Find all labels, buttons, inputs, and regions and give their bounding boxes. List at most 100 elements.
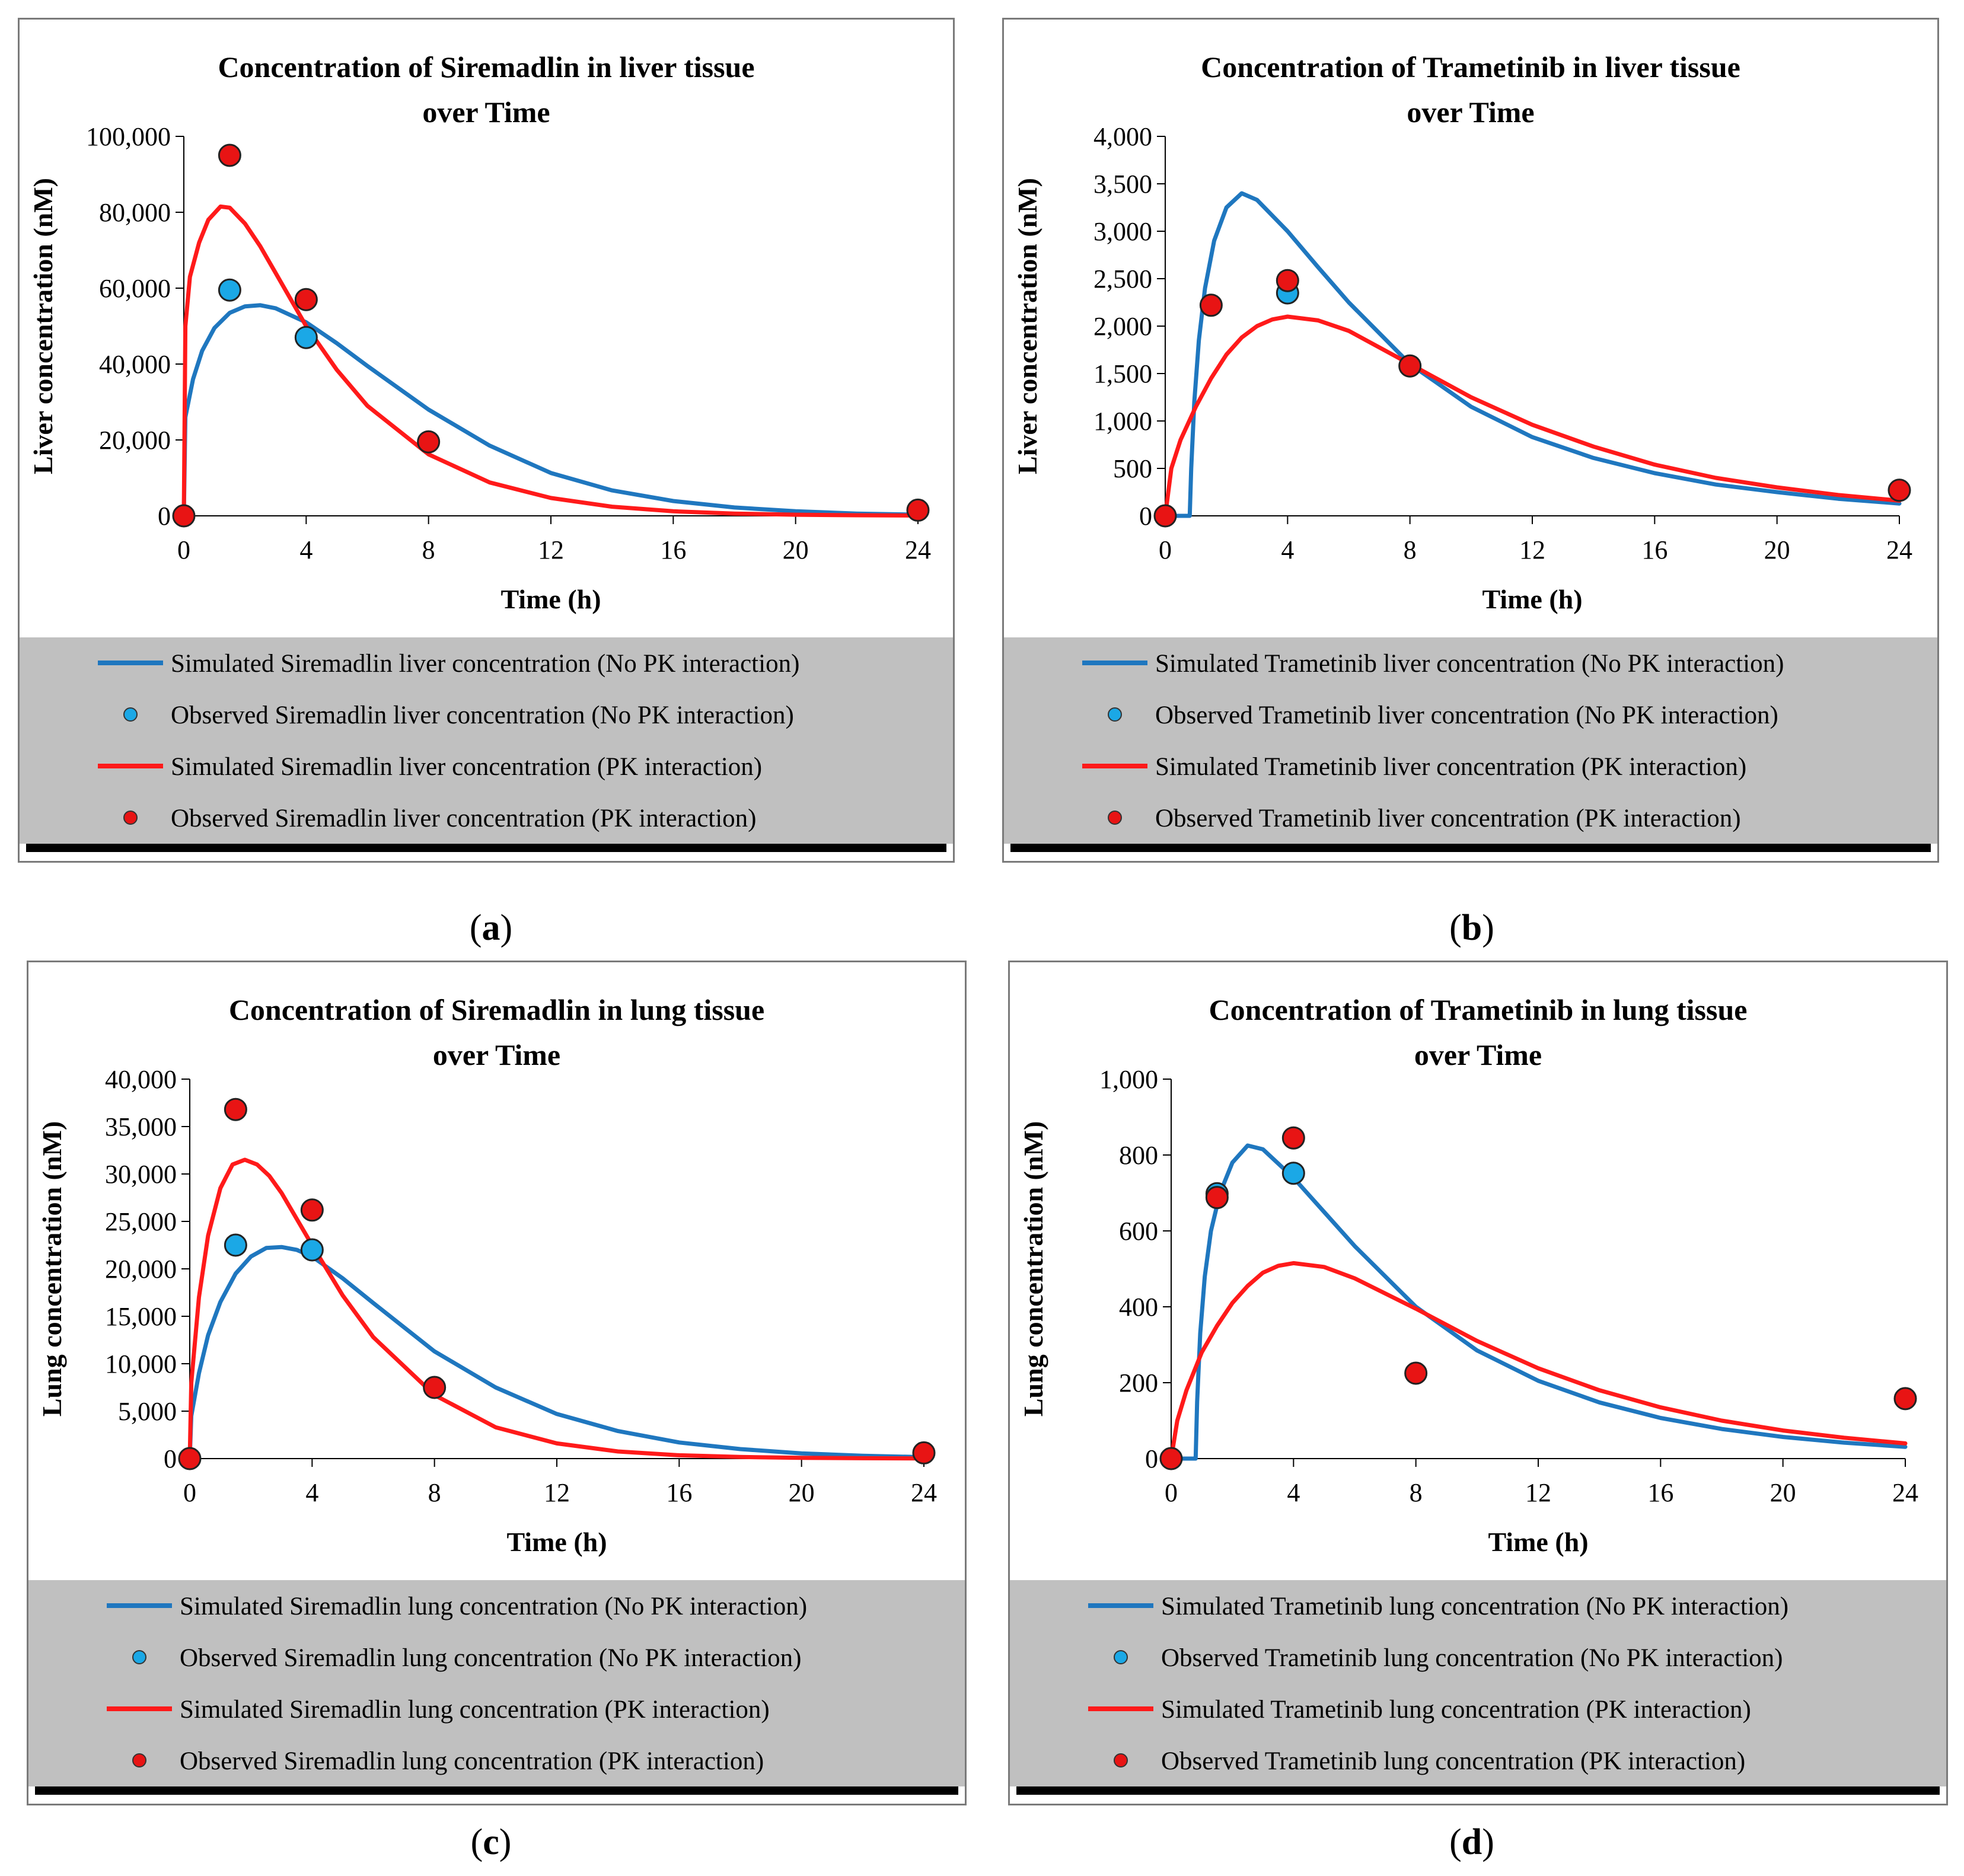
x-tick-label: 24 xyxy=(911,1478,937,1507)
caption-b: (b) xyxy=(1449,908,1494,948)
legend-label: Observed Trametinib liver concentration … xyxy=(1155,805,1741,832)
y-tick-label: 2,000 xyxy=(1093,312,1152,341)
x-axis-label: Time (h) xyxy=(1482,584,1582,614)
series-line-no-pk xyxy=(1163,191,1902,518)
observed-point-pk xyxy=(294,288,318,311)
legend-label: Simulated Trametinib liver concentration… xyxy=(1155,753,1746,781)
y-tick-label: 500 xyxy=(1113,454,1152,483)
chart-panel-c: Concentration of Siremadlin in lung tiss… xyxy=(27,961,967,1805)
legend-label: Simulated Siremadlin liver concentration… xyxy=(171,650,799,678)
x-tick-label: 12 xyxy=(1525,1478,1551,1507)
y-tick-label: 80,000 xyxy=(99,198,171,227)
y-tick-label: 600 xyxy=(1119,1217,1158,1246)
y-tick-label: 0 xyxy=(1139,502,1152,531)
observed-point-pk xyxy=(218,143,241,167)
x-tick-label: 16 xyxy=(666,1478,692,1507)
y-tick-label: 10,000 xyxy=(105,1349,177,1379)
y-tick-label: 1,500 xyxy=(1093,359,1152,388)
x-tick-label: 20 xyxy=(789,1478,815,1507)
x-tick-label: 4 xyxy=(1287,1478,1300,1507)
x-tick-label: 0 xyxy=(177,535,190,564)
observed-point-no-pk xyxy=(294,326,318,349)
x-tick-label: 20 xyxy=(1764,535,1790,564)
y-axis-label: Liver concentration (nM) xyxy=(28,178,58,474)
x-tick-label: 20 xyxy=(1770,1478,1796,1507)
legend-label: Simulated Siremadlin lung concentration … xyxy=(180,1593,807,1620)
y-tick-label: 3,500 xyxy=(1093,170,1152,199)
x-tick-label: 12 xyxy=(544,1478,570,1507)
caption-a: (a) xyxy=(469,908,513,948)
legend-swatch-marker xyxy=(1114,1650,1128,1664)
y-tick-label: 20,000 xyxy=(105,1255,177,1284)
series-line-no-pk xyxy=(181,303,920,518)
observed-point-no-pk xyxy=(300,1238,324,1262)
y-tick-label: 60,000 xyxy=(99,274,171,303)
legend-label: Observed Siremadlin liver concentration … xyxy=(171,805,757,832)
y-tick-label: 800 xyxy=(1119,1141,1158,1170)
legend-bottom-rule xyxy=(26,844,946,852)
chart-title-line2: over Time xyxy=(1407,95,1534,129)
x-tick-label: 0 xyxy=(1165,1478,1178,1507)
observed-point-pk xyxy=(1205,1186,1229,1210)
chart-title-line1: Concentration of Trametinib in lung tiss… xyxy=(1209,993,1748,1026)
chart-title-line2: over Time xyxy=(1414,1038,1542,1071)
legend-label: Observed Siremadlin lung concentration (… xyxy=(180,1747,764,1775)
legend-swatch-marker xyxy=(132,1650,146,1664)
legend-bottom-rule xyxy=(1010,844,1931,852)
y-tick-label: 4,000 xyxy=(1093,122,1152,151)
series-line-no-pk xyxy=(1169,1143,1908,1461)
series-line-pk xyxy=(1163,314,1902,518)
observed-point-pk xyxy=(1398,354,1422,378)
y-tick-label: 40,000 xyxy=(99,350,171,379)
observed-point-pk xyxy=(178,1447,202,1470)
series-line-pk xyxy=(1169,1261,1908,1461)
legend-label: Observed Siremadlin lung concentration (… xyxy=(180,1644,801,1672)
observed-point-pk xyxy=(224,1097,247,1121)
y-tick-label: 0 xyxy=(158,502,171,531)
x-axis-label: Time (h) xyxy=(506,1527,607,1557)
y-tick-label: 100,000 xyxy=(86,122,171,151)
x-tick-label: 16 xyxy=(660,535,686,564)
observed-point-pk xyxy=(912,1441,936,1465)
chart-panel-b: Concentration of Trametinib in liver tis… xyxy=(1002,18,1939,863)
y-tick-label: 2,500 xyxy=(1093,264,1152,293)
chart-title-line1: Concentration of Siremadlin in liver tis… xyxy=(218,50,754,84)
chart-title-line1: Concentration of Trametinib in liver tis… xyxy=(1201,50,1740,84)
legend-box xyxy=(1010,1580,1946,1786)
legend-swatch-marker xyxy=(1108,707,1122,722)
observed-point-no-pk xyxy=(1281,1162,1305,1185)
observed-point-pk xyxy=(1893,1387,1917,1411)
chart-svg-a: Concentration of Siremadlin in liver tis… xyxy=(18,18,955,863)
x-tick-label: 24 xyxy=(905,535,931,564)
y-tick-label: 3,000 xyxy=(1093,217,1152,246)
x-tick-label: 4 xyxy=(299,535,313,564)
chart-panel-a: Concentration of Siremadlin in liver tis… xyxy=(18,18,955,863)
y-tick-label: 25,000 xyxy=(105,1207,177,1236)
y-tick-label: 0 xyxy=(1145,1444,1158,1473)
y-tick-label: 0 xyxy=(164,1444,177,1473)
x-tick-label: 20 xyxy=(783,535,809,564)
x-tick-label: 8 xyxy=(1404,535,1417,564)
x-tick-label: 16 xyxy=(1641,535,1668,564)
x-tick-label: 24 xyxy=(1886,535,1912,564)
x-tick-label: 12 xyxy=(1519,535,1545,564)
y-tick-label: 15,000 xyxy=(105,1302,177,1331)
legend-swatch-marker xyxy=(123,811,138,825)
y-tick-label: 40,000 xyxy=(105,1065,177,1094)
x-tick-label: 4 xyxy=(305,1478,318,1507)
caption-c: (c) xyxy=(470,1822,512,1862)
caption-d: (d) xyxy=(1449,1822,1494,1862)
x-axis-label: Time (h) xyxy=(500,584,601,614)
observed-point-pk xyxy=(172,504,196,528)
legend-label: Observed Trametinib liver concentration … xyxy=(1155,701,1778,729)
chart-panel-d: Concentration of Trametinib in lung tiss… xyxy=(1008,961,1948,1805)
observed-point-pk xyxy=(300,1198,324,1222)
x-tick-label: 16 xyxy=(1647,1478,1673,1507)
observed-point-pk xyxy=(1281,1126,1305,1150)
observed-point-pk xyxy=(906,498,930,522)
y-axis-label: Liver concentration (nM) xyxy=(1012,178,1042,474)
observed-point-pk xyxy=(1276,269,1299,292)
chart-title-line2: over Time xyxy=(422,95,550,129)
x-tick-label: 8 xyxy=(1410,1478,1423,1507)
chart-title-line2: over Time xyxy=(433,1038,560,1071)
